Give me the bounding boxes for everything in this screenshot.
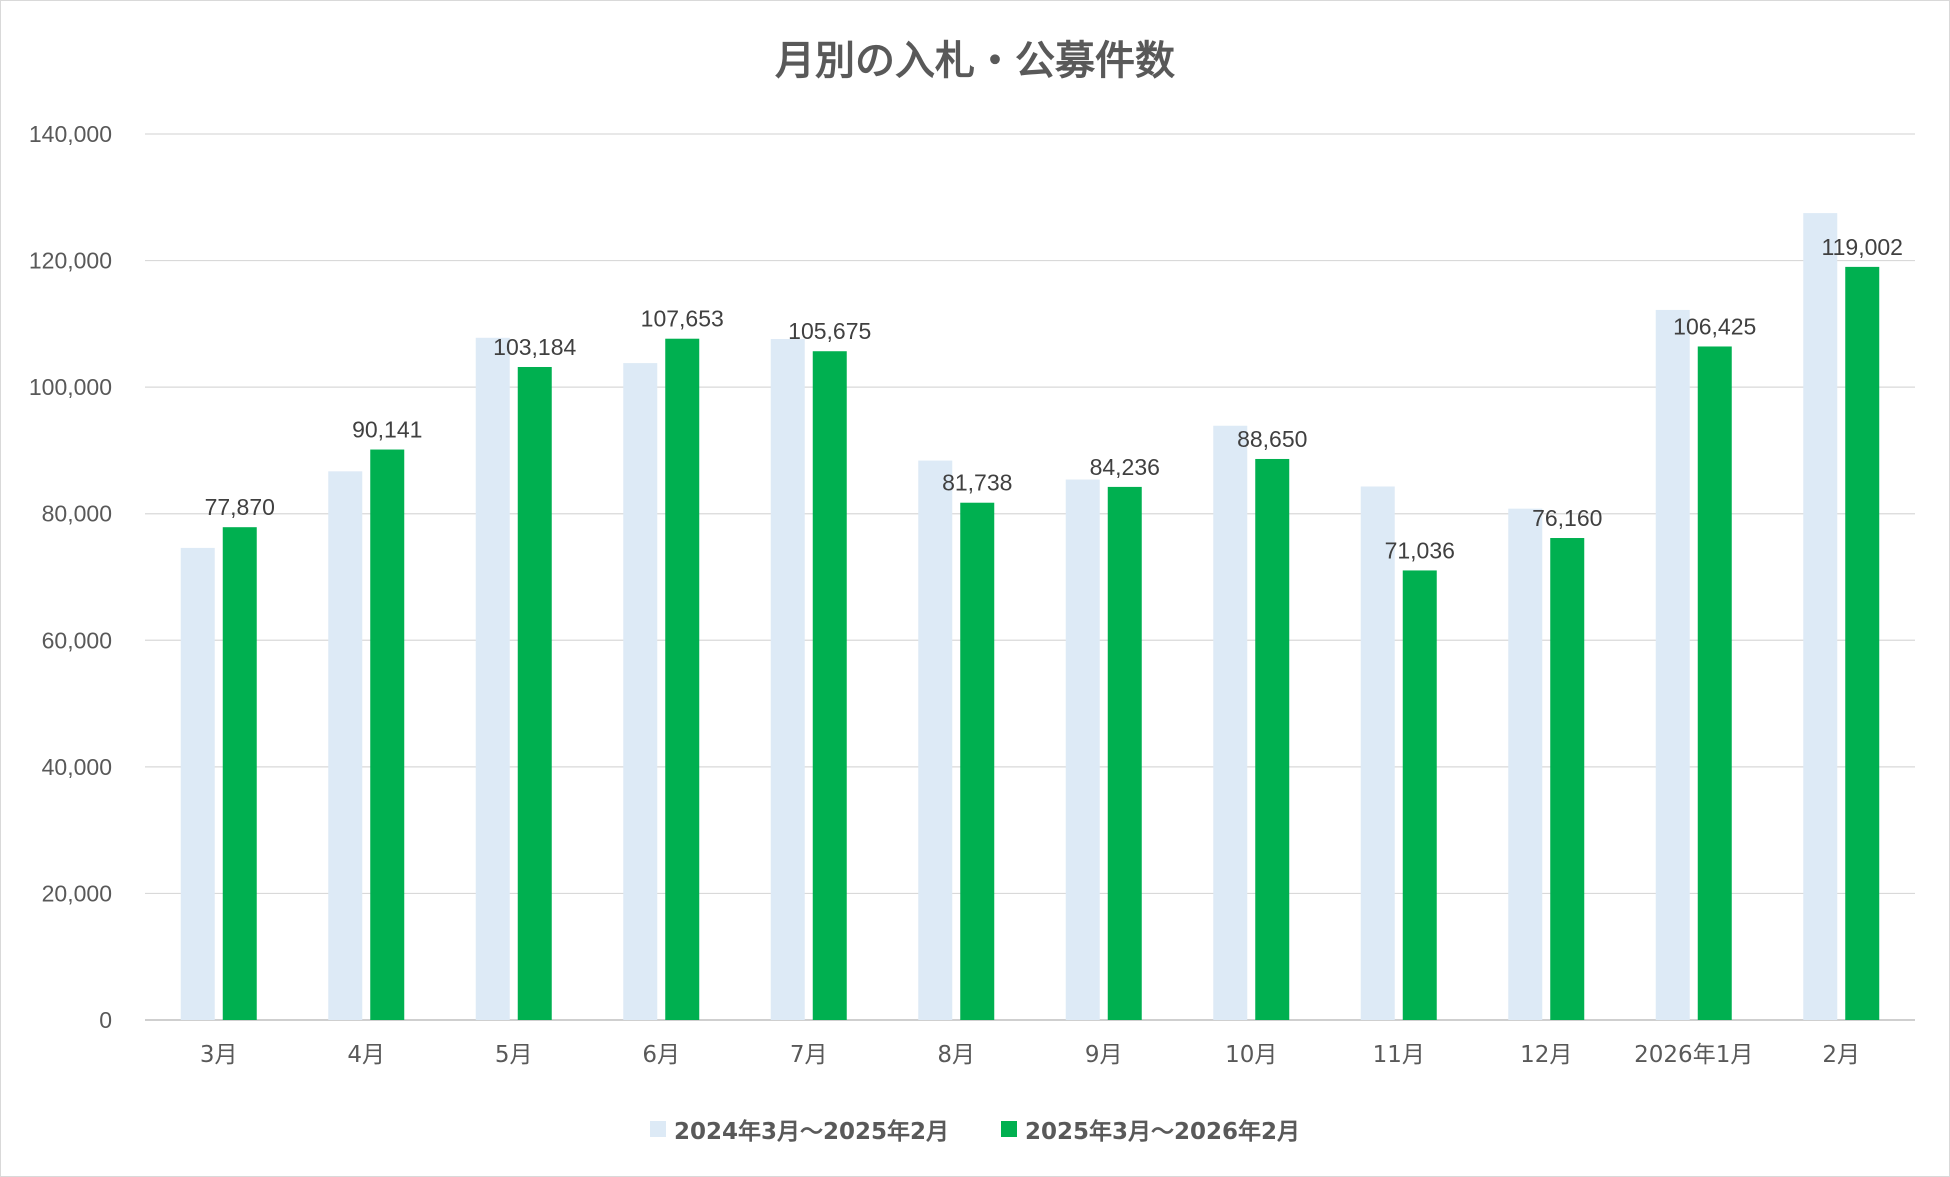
x-tick-label: 2026年1月 <box>1634 1042 1753 1068</box>
data-label: 119,002 <box>1822 234 1903 260</box>
x-tick-label: 12月 <box>1520 1042 1572 1068</box>
bar-series-1 <box>1655 309 1690 1020</box>
x-tick-label: 9月 <box>1085 1042 1123 1068</box>
y-tick-label: 100,000 <box>29 374 112 400</box>
legend: 2024年3月～2025年2月 2025年3月～2026年2月 <box>0 1112 1950 1146</box>
bar-series-1 <box>1213 425 1248 1020</box>
x-tick-label: 2月 <box>1822 1042 1860 1068</box>
legend-swatch-series-1 <box>649 1121 666 1137</box>
x-tick-label: 7月 <box>790 1042 828 1068</box>
x-tick-label: 8月 <box>937 1042 975 1068</box>
data-label: 76,160 <box>1532 505 1602 531</box>
data-label: 105,675 <box>788 318 871 344</box>
x-tick-label: 4月 <box>347 1042 385 1068</box>
y-axis-ticks: 0 20,000 40,000 60,000 80,000 100,000 120,000 1… <box>29 121 112 1033</box>
y-tick-label: 60,000 <box>42 627 112 653</box>
bar-series-1 <box>1360 486 1395 1020</box>
bar-series-2 <box>665 338 700 1020</box>
bar-series-2 <box>1697 346 1732 1020</box>
bar-series-2 <box>1402 570 1437 1020</box>
data-label: 90,141 <box>352 417 422 443</box>
bar-series-1 <box>1065 479 1100 1020</box>
data-label: 88,650 <box>1237 426 1307 452</box>
data-label: 103,184 <box>493 334 576 360</box>
data-label: 77,870 <box>205 494 275 520</box>
data-label: 107,653 <box>641 306 724 332</box>
bar-series-2 <box>1107 486 1142 1020</box>
data-label: 71,036 <box>1385 537 1455 563</box>
y-tick-label: 20,000 <box>42 880 112 906</box>
data-label: 81,738 <box>942 470 1012 496</box>
bar-series-1 <box>623 363 658 1020</box>
bar-series-2 <box>222 527 257 1020</box>
y-tick-label: 40,000 <box>42 754 112 780</box>
data-labels: 77,870 90,141 103,184 107,653 105,675 81,738 8… <box>205 234 1903 564</box>
legend-item-series-1: 2024年3月～2025年2月 <box>649 1112 949 1146</box>
legend-swatch-series-2 <box>1001 1121 1017 1137</box>
bar-series-1 <box>770 339 805 1020</box>
gridlines <box>145 133 1915 1021</box>
y-tick-label: 140,000 <box>29 121 112 147</box>
bar-series-2 <box>517 366 552 1020</box>
bar-series-1 <box>328 471 363 1020</box>
legend-label-series-2: 2025年3月～2026年2月 <box>1025 1119 1301 1145</box>
bar-series-2 <box>1255 458 1290 1020</box>
bar-series-1 <box>180 547 215 1020</box>
y-tick-label: 0 <box>99 1007 112 1033</box>
x-tick-label: 5月 <box>495 1042 533 1068</box>
x-axis-ticks: 3月 4月 5月 6月 7月 8月 9月 10月 11月 12月 2026年1月 2月 <box>200 1042 1860 1068</box>
data-label: 84,236 <box>1090 454 1160 480</box>
y-tick-label: 80,000 <box>42 501 112 527</box>
bars <box>180 213 1880 1021</box>
bar-series-2 <box>1550 538 1585 1020</box>
bar-series-2 <box>370 449 405 1020</box>
bar-series-1 <box>918 460 953 1020</box>
bar-series-1 <box>1803 213 1838 1020</box>
x-tick-label: 11月 <box>1373 1042 1425 1068</box>
x-tick-label: 10月 <box>1225 1042 1277 1068</box>
bar-series-2 <box>960 502 995 1021</box>
bar-series-1 <box>475 337 510 1020</box>
legend-item-series-2: 2025年3月～2026年2月 <box>1001 1112 1300 1146</box>
bar-series-1 <box>1508 508 1543 1020</box>
y-tick-label: 120,000 <box>29 248 112 274</box>
x-tick-label: 6月 <box>642 1042 680 1068</box>
chart-title: 月別の入札・公募件数 <box>775 38 1175 84</box>
data-label: 106,425 <box>1673 313 1756 339</box>
bar-series-2 <box>1845 266 1880 1020</box>
bar-series-2 <box>812 351 847 1020</box>
x-tick-label: 3月 <box>200 1042 238 1068</box>
legend-label-series-1: 2024年3月～2025年2月 <box>673 1119 949 1145</box>
